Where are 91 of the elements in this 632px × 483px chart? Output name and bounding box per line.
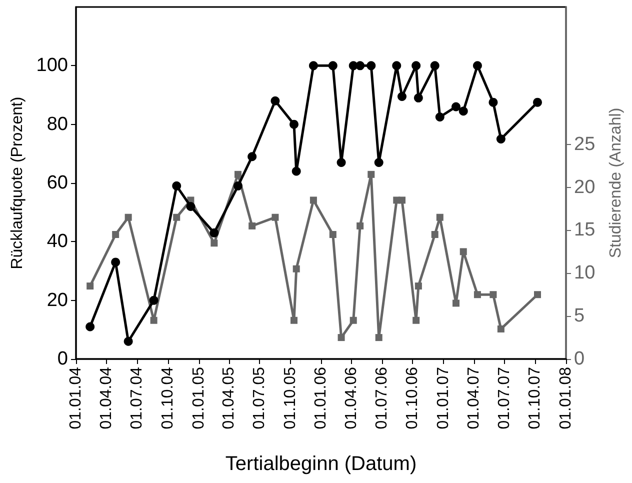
y2-tick-label: 20 [574,176,596,198]
x-tick-label: 01.07.05 [250,366,268,430]
point [414,93,423,102]
point [290,120,298,129]
point [392,61,402,70]
point [248,152,257,162]
point [458,106,468,116]
point [111,258,120,267]
point [350,316,357,324]
y-tick-label: 0 [57,348,68,370]
y-tick-label: 20 [46,290,68,311]
point [310,196,317,204]
point [149,296,158,305]
point [248,222,256,230]
point [173,214,180,221]
y-tick-label: 80 [46,114,68,135]
point [533,98,542,107]
point [150,316,158,324]
x-tick-label: 01.01.07 [435,366,452,430]
point [292,166,301,176]
point [496,134,506,144]
point [374,158,384,167]
point [490,291,497,298]
point [210,228,219,238]
point [124,336,133,346]
y2-tick-label: 10 [574,262,596,284]
point [329,231,336,238]
point [534,291,541,298]
x-tick-label: 01.04.04 [98,366,116,430]
y-axis-title: Rücklaufquote (Prozent) [8,96,26,270]
y2-tick-label: 25 [574,134,596,155]
point [290,316,298,324]
x-axis-title: Tertialbeginn (Datum) [225,453,417,475]
point [292,265,300,272]
x-tick-label: 01.07.07 [496,366,513,430]
point [270,96,280,106]
x-tick-label: 01.01.06 [312,366,330,430]
x-tick-label: 01.10.04 [159,366,176,430]
x-tick-label: 01.01.04 [68,366,84,430]
point [186,202,196,211]
y-tick-label: 40 [46,231,68,252]
x-tick-label: 01.10.07 [526,366,544,430]
point [234,181,242,190]
point [112,231,120,238]
point [210,240,218,247]
point [431,231,438,238]
point [398,92,406,101]
point [368,170,375,178]
point [488,98,498,107]
x-tick-label: 01.01.05 [190,366,208,430]
point [328,61,338,70]
y2-axis-title: Studierende (Anzahl) [608,108,624,258]
point [460,248,467,256]
point [430,61,440,70]
point [474,291,481,298]
x-tick-label: 01.10.06 [404,366,422,430]
y2-tick-label: 15 [574,220,596,241]
point [435,112,444,122]
point [472,61,482,70]
point [336,158,346,167]
point [452,300,460,307]
point [356,61,365,70]
x-tick-label: 01.07.06 [373,366,390,430]
point [172,181,182,190]
y2-tick-label: 5 [574,306,585,327]
x-tick-label: 01.04.07 [465,366,482,430]
x-tick-label: 01.01.08 [558,366,574,430]
x-tick-label: 01.10.05 [282,366,299,430]
point [86,322,95,332]
x-tick-label: 01.04.05 [220,366,238,430]
point [414,282,422,290]
point [308,61,318,70]
point [124,214,132,221]
point [398,196,406,204]
point [375,334,382,342]
point [234,170,242,178]
x-tick-label: 01.04.06 [342,366,360,430]
point [497,325,504,332]
point [436,214,444,221]
x-tick-label: 01.07.04 [128,366,146,430]
point [412,316,420,324]
point [452,102,460,112]
y-tick-label: 100 [36,55,68,76]
point [366,61,376,70]
point [412,61,421,70]
point [338,334,345,342]
point [86,282,94,290]
point [356,222,364,230]
y2-tick-label: 0 [574,348,585,370]
y-tick-label: 60 [46,172,68,194]
point [272,214,279,221]
